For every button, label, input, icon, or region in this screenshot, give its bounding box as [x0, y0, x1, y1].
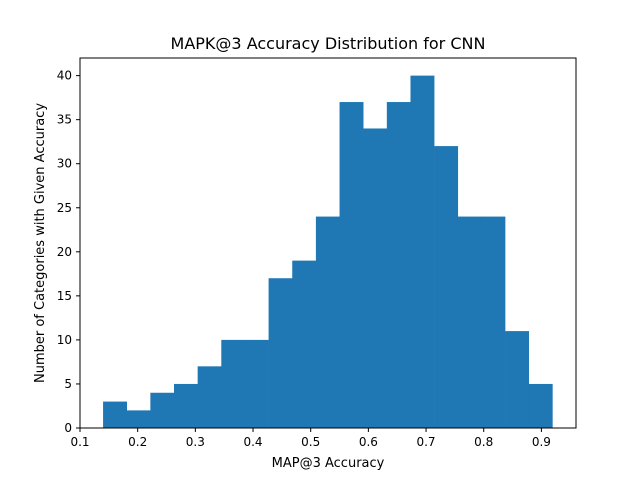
y-tick-label: 20: [57, 245, 72, 259]
histogram-bar: [315, 216, 340, 428]
x-tick-label: 0.8: [474, 435, 493, 449]
histogram-bar: [528, 383, 553, 428]
chart-title: MAPK@3 Accuracy Distribution for CNN: [171, 34, 486, 53]
y-tick-label: 15: [57, 289, 72, 303]
y-tick-label: 10: [57, 333, 72, 347]
y-tick-label: 35: [57, 113, 72, 127]
histogram-bar: [244, 339, 269, 428]
x-tick-label: 0.9: [532, 435, 551, 449]
x-tick-label: 0.6: [359, 435, 378, 449]
y-axis-ticks: 0 5 10 15 20 25 30 35 40: [57, 69, 80, 435]
histogram-bar: [174, 383, 198, 428]
x-axis-label: MAP@3 Accuracy: [272, 456, 385, 471]
x-tick-label: 0.1: [70, 435, 89, 449]
histogram-bar: [292, 260, 317, 428]
histogram-bar: [339, 102, 364, 429]
histogram-bar: [103, 401, 128, 428]
y-tick-label: 5: [64, 377, 72, 391]
histogram-bar: [481, 216, 506, 428]
y-axis-label: Number of Categories with Given Accuracy: [33, 103, 48, 383]
x-tick-label: 0.4: [243, 435, 262, 449]
y-tick-label: 0: [64, 421, 72, 435]
y-tick-label: 40: [57, 69, 72, 83]
histogram-bar: [505, 331, 530, 428]
histogram-bar: [386, 102, 411, 429]
plot-frame: [79, 57, 577, 429]
x-axis-ticks: 0.1 0.2 0.3 0.4 0.5 0.6 0.7 0.8 0.9: [70, 428, 551, 449]
y-tick-label: 30: [57, 157, 72, 171]
histogram-bar: [434, 146, 459, 428]
y-tick-label: 25: [57, 201, 72, 215]
x-tick-label: 0.7: [416, 435, 435, 449]
histogram-bar: [363, 128, 388, 428]
x-tick-label: 0.5: [301, 435, 320, 449]
histogram-bar: [150, 392, 175, 428]
histogram-bar: [126, 410, 151, 428]
histogram-bar: [197, 366, 222, 428]
bars-group: [103, 75, 553, 429]
histogram-bar: [410, 75, 435, 428]
histogram-bar: [268, 278, 293, 428]
x-tick-label: 0.3: [186, 435, 205, 449]
x-tick-label: 0.2: [128, 435, 147, 449]
histogram-bar: [221, 339, 246, 428]
histogram-bar: [457, 216, 482, 428]
